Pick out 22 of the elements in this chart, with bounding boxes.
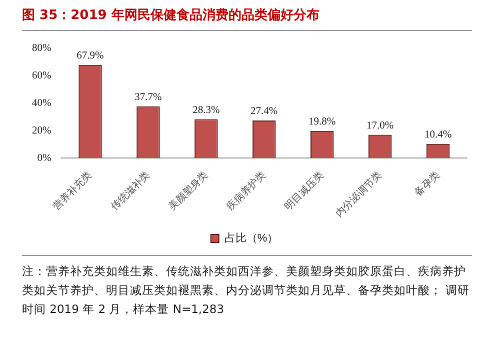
y-tick-label: 40% xyxy=(32,98,52,109)
text: 17.0% xyxy=(366,120,394,132)
text: 注：营养补充类如维生素、传统滋补类如西洋参、美颜塑身类如胶原蛋白、疾病养护类如关节养护、明目减压类如褪黑素、内分泌调节类如月见草、备孕类如叶酸； 调研时间 2019 年 2 月，样本量 N=1,283 xyxy=(22,263,471,318)
x-tick-label: 备孕类 xyxy=(412,168,442,199)
x-tick-label: 营养补充类 xyxy=(50,168,94,213)
text: 67.9% xyxy=(76,50,104,62)
chart-title: 图 35：2019 年网民保健食品消费的品类偏好分布 xyxy=(22,7,320,24)
y-tick-label: 60% xyxy=(32,70,52,82)
text: 28.3% xyxy=(192,104,220,116)
y-tick-label: 20% xyxy=(32,125,52,136)
text: 19.8% xyxy=(308,116,336,128)
y-tick-label: 80% xyxy=(32,43,52,54)
text: 27.4% xyxy=(250,106,278,117)
text: 37.7% xyxy=(134,92,162,103)
x-tick-label: 传统滋补类 xyxy=(108,168,152,213)
x-tick-label: 美颜塑身类 xyxy=(166,168,210,213)
x-tick-label: 明目减压类 xyxy=(282,168,326,213)
x-tick-label: 内分泌调节类 xyxy=(333,168,384,220)
legend-label: 占比（%） xyxy=(224,232,278,245)
text: 10.4% xyxy=(424,129,452,140)
x-tick-label: 疾病养护类 xyxy=(224,168,268,213)
y-tick-label: 0% xyxy=(37,152,52,164)
